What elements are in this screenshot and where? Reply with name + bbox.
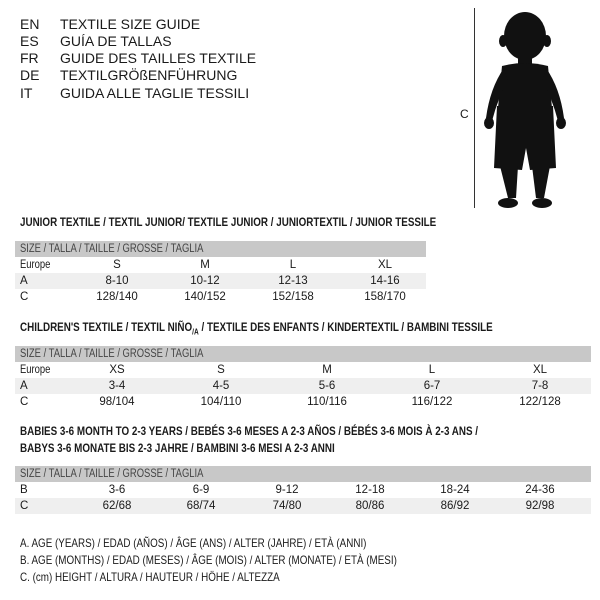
baby-silhouette-icon: [484, 12, 566, 208]
lang-text: GUIDE DES TAILLES TEXTILE: [60, 50, 257, 66]
lang-code: ES: [20, 33, 39, 49]
junior-title: JUNIOR TEXTILE / TEXTIL JUNIOR/ TEXTILE …: [20, 215, 437, 229]
table-header: SIZE / TALLA / TAILLE / GRÖSSE / TAGLIA: [15, 346, 591, 362]
table-row: C 98/104 104/110 110/116 116/122 122/128: [20, 396, 561, 408]
babies-title-line2: BABYS 3-6 MONATE BIS 2-3 JAHRE / BAMBINI…: [20, 441, 335, 455]
lang-code: DE: [20, 67, 40, 83]
lang-code: FR: [20, 50, 39, 66]
table-row: C 128/140 140/152 152/158 158/170: [20, 291, 406, 303]
note-a: A. AGE (YEARS) / EDAD (AÑOS) / ÂGE (ANS)…: [20, 536, 367, 550]
children-title: CHILDREN'S TEXTILE / TEXTIL NIÑO/A / TEX…: [20, 320, 493, 337]
table-row: A 8-10 10-12 12-13 14-16: [15, 273, 426, 289]
note-c: C. (cm) HEIGHT / ALTURA / HAUTEUR / HÖHE…: [20, 570, 280, 584]
height-measure-label: C: [460, 107, 469, 121]
table-header: SIZE / TALLA / TAILLE / GRÖSSE / TAGLIA: [15, 241, 426, 257]
table-row: C 62/68 68/74 74/80 80/86 86/92 92/98: [15, 498, 591, 514]
table-header: SIZE / TALLA / TAILLE / GRÖSSE / TAGLIA: [15, 466, 591, 482]
note-b: B. AGE (MONTHS) / EDAD (MESES) / ÂGE (MO…: [20, 553, 397, 567]
table-row: Europe XS S M L XL: [20, 364, 548, 376]
babies-size-table: SIZE / TALLA / TAILLE / GRÖSSE / TAGLIA …: [15, 466, 591, 514]
table-row: A 3-4 4-5 5-6 6-7 7-8: [15, 378, 591, 394]
table-row: B 3-6 6-9 9-12 12-18 18-24 24-36: [20, 484, 555, 496]
lang-text: GUIDA ALLE TAGLIE TESSILI: [60, 85, 250, 101]
lang-code: EN: [20, 16, 40, 32]
table-row: Europe S M L XL: [20, 259, 393, 271]
lang-text: GUÍA DE TALLAS: [60, 33, 172, 49]
lang-text: TEXTILGRÖßENFÜHRUNG: [60, 67, 238, 83]
height-measure-line: [474, 8, 475, 208]
lang-code: IT: [20, 85, 33, 101]
lang-text: TEXTILE SIZE GUIDE: [60, 16, 201, 32]
babies-title-line1: BABIES 3-6 MONTH TO 2-3 YEARS / BEBÉS 3-…: [20, 424, 479, 438]
junior-size-table: SIZE / TALLA / TAILLE / GRÖSSE / TAGLIA …: [15, 241, 426, 305]
children-size-table: SIZE / TALLA / TAILLE / GRÖSSE / TAGLIA …: [15, 346, 591, 410]
